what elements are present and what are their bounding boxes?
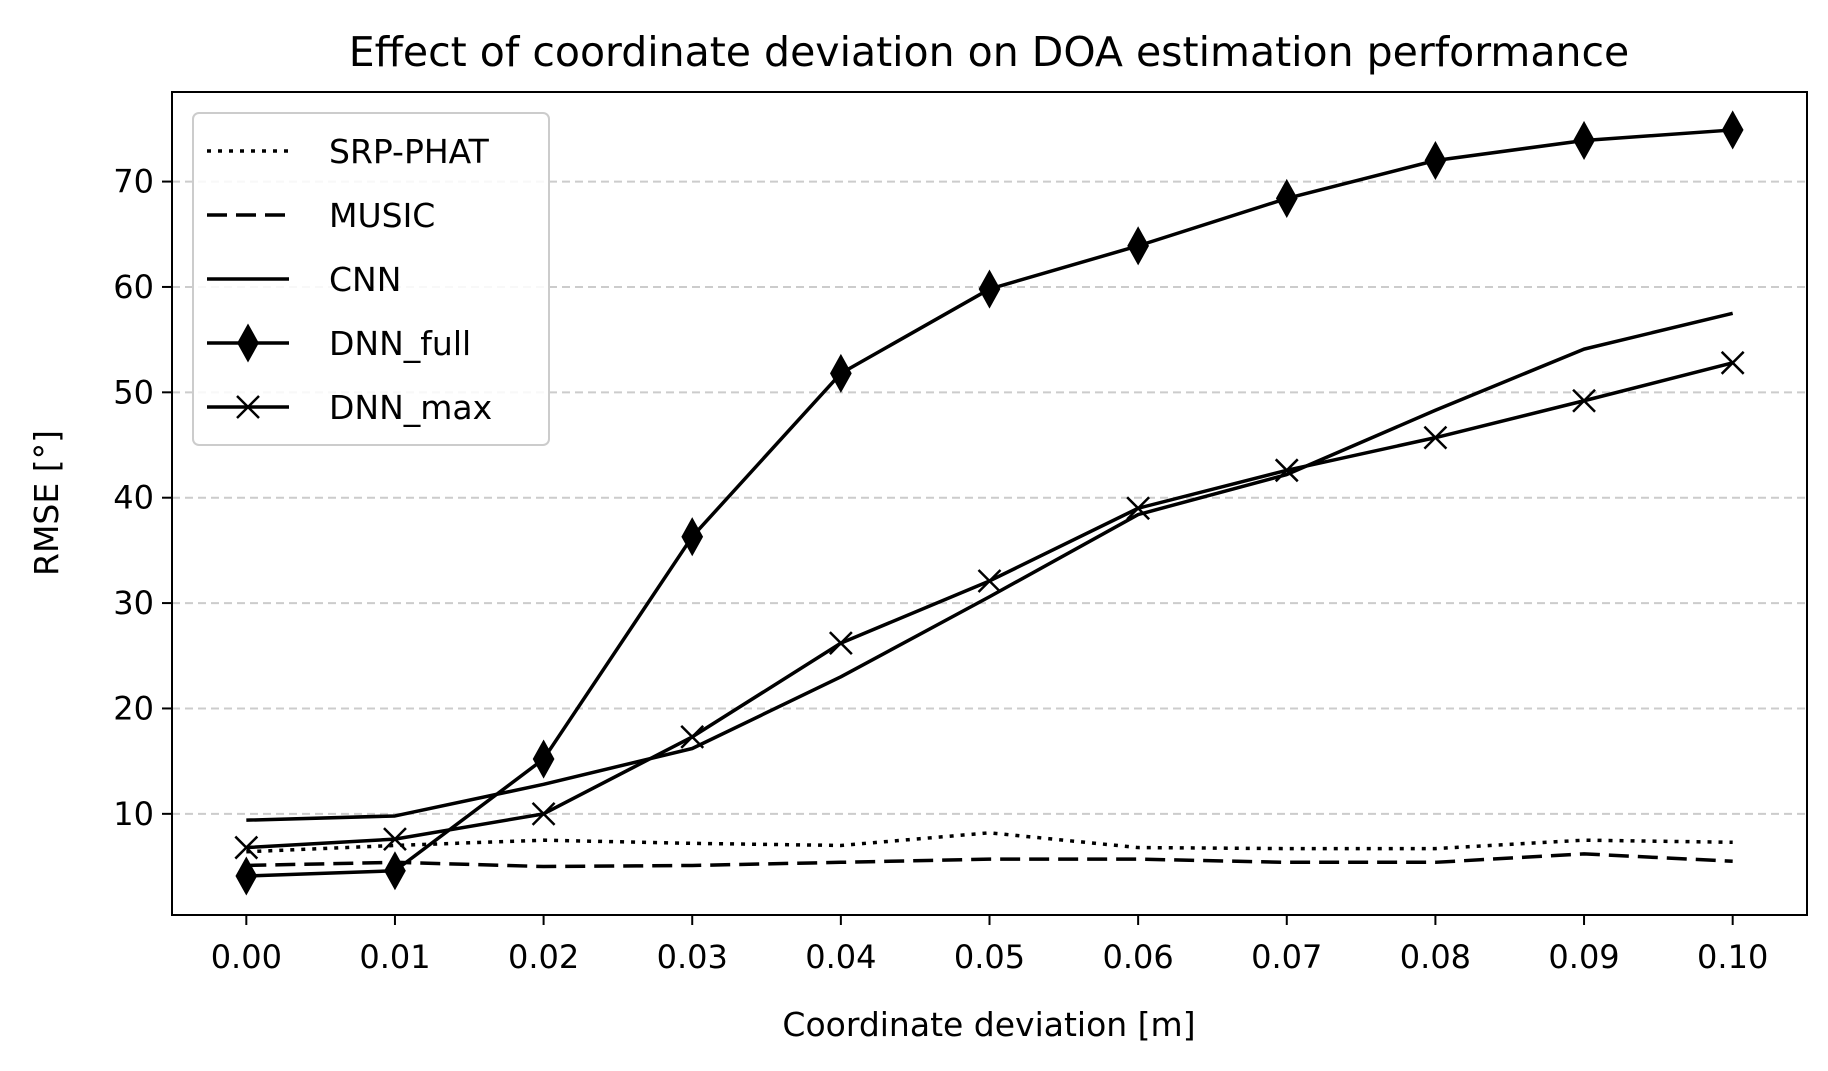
legend-label: CNN: [329, 260, 401, 299]
x-tick-label: 0.09: [1548, 938, 1619, 976]
series-dnn-full: [235, 110, 1744, 896]
data-point-dnn-max: [1423, 425, 1448, 450]
data-point-dnn-max: [1274, 458, 1299, 483]
series-music: [246, 852, 1733, 869]
legend-marker: [236, 395, 260, 419]
y-tick-label: 40: [113, 479, 154, 517]
legend-item-dnn-max: DNN_max: [207, 388, 492, 427]
x-tick-label: 0.01: [359, 938, 430, 976]
chart-title: Effect of coordinate deviation on DOA es…: [349, 28, 1629, 76]
data-point-dnn-full: [1275, 178, 1298, 218]
data-point-dnn-max: [383, 827, 407, 852]
legend-box: [192, 112, 550, 446]
legend-label: DNN_full: [329, 324, 471, 363]
y-tick-label: 30: [113, 584, 154, 622]
data-point-dnn-max: [1572, 388, 1596, 413]
x-tick-label: 0.05: [954, 938, 1025, 976]
data-point-dnn-full: [1424, 140, 1447, 181]
data-point-dnn-full: [1721, 110, 1744, 150]
y-tick-label: 50: [113, 373, 154, 411]
legend-item-cnn: CNN: [207, 260, 401, 299]
data-point-dnn-full: [681, 517, 704, 557]
legend-label: DNN_max: [329, 388, 492, 427]
data-point-dnn-max: [1126, 496, 1151, 521]
y-tick-label: 60: [113, 268, 154, 306]
data-point-dnn-max: [1720, 350, 1745, 375]
y-tick-label: 20: [113, 689, 154, 727]
data-point-dnn-full: [1573, 120, 1595, 161]
series-dnn-max: [234, 350, 1745, 860]
data-point-dnn-max: [828, 631, 853, 656]
y-axis-label: RMSE [°]: [27, 430, 66, 576]
x-tick-label: 0.02: [508, 938, 579, 976]
x-tick-label: 0.08: [1400, 938, 1471, 976]
data-point-dnn-full: [532, 739, 555, 779]
data-point-dnn-max: [977, 569, 1002, 593]
x-tick-label: 0.04: [805, 938, 876, 976]
legend: SRP-PHAT MUSIC CNN DNN_full DNN_max: [192, 112, 550, 446]
legend-label: SRP-PHAT: [329, 132, 490, 171]
legend-item-dnn-full: DNN_full: [207, 323, 471, 363]
data-point-dnn-max: [680, 725, 705, 749]
x-axis-label: Coordinate deviation [m]: [782, 1005, 1195, 1044]
data-point-dnn-max: [531, 801, 556, 826]
x-tick-label: 0.07: [1251, 938, 1322, 976]
series-line-music: [246, 852, 1733, 869]
x-tick-label: 0.03: [657, 938, 728, 976]
data-point-dnn-full: [978, 269, 1001, 309]
x-tick-label: 0.06: [1103, 938, 1174, 976]
y-tick-label: 10: [113, 795, 154, 833]
legend-item-srp-phat: SRP-PHAT: [207, 132, 490, 171]
legend-label: MUSIC: [329, 196, 435, 235]
data-point-dnn-full: [1127, 226, 1149, 266]
x-tick-label: 0.00: [211, 938, 282, 976]
data-point-dnn-full: [830, 353, 852, 393]
x-tick-label: 0.10: [1697, 938, 1768, 976]
data-point-dnn-full: [235, 856, 258, 896]
legend-item-music: MUSIC: [207, 196, 435, 235]
legend-marker: [237, 323, 259, 363]
data-point-dnn-full: [384, 851, 406, 891]
data-point-dnn-max: [234, 835, 259, 860]
y-tick-label: 70: [113, 163, 154, 201]
